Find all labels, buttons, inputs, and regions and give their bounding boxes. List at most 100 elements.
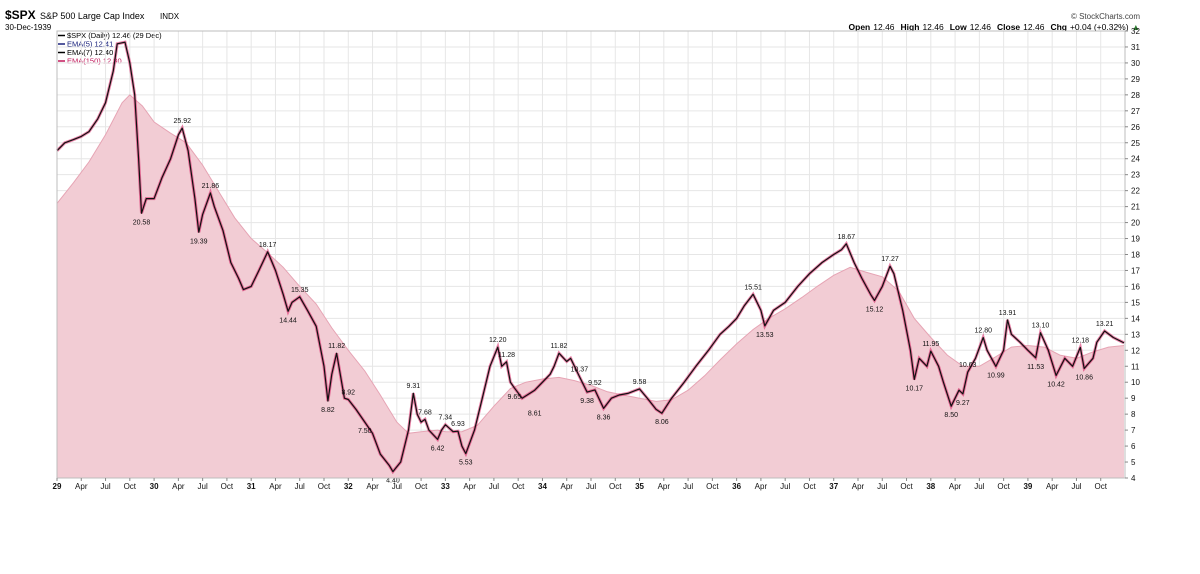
chart-date: 30-Dec-1939 <box>5 23 52 32</box>
x-tick-label: Jul <box>198 482 208 491</box>
data-label: 12.80 <box>974 328 992 335</box>
legend-entry: EMA(7) 12.40 <box>67 48 113 57</box>
x-tick-year: 29 <box>53 482 62 491</box>
y-tick-label: 14 <box>1131 314 1140 323</box>
ohlc-label: High <box>901 22 920 32</box>
x-tick-year: 35 <box>635 482 644 491</box>
x-tick-label: Oct <box>512 482 525 491</box>
y-tick-label: 4 <box>1131 474 1136 483</box>
x-tick-label: Apr <box>561 482 574 491</box>
ohlc-label: Open <box>849 22 871 32</box>
data-label: 15.51 <box>744 284 762 291</box>
y-tick-label: 17 <box>1131 266 1140 275</box>
ohlc-label: Low <box>950 22 967 32</box>
data-label: 11.53 <box>1027 364 1044 371</box>
x-tick-label: Apr <box>269 482 282 491</box>
legend-entry: $SPX (Daily) 12.46 (29 Dec) <box>67 31 162 40</box>
x-tick-label: Jul <box>100 482 110 491</box>
x-tick-label: Oct <box>997 482 1010 491</box>
x-tick-label: Oct <box>124 482 137 491</box>
y-tick-label: 18 <box>1131 251 1140 260</box>
data-label: 10.42 <box>1047 382 1065 389</box>
y-tick-label: 29 <box>1131 75 1140 84</box>
data-label: 13.21 <box>1096 321 1114 328</box>
y-tick-label: 10 <box>1131 378 1140 387</box>
data-label: 8.06 <box>655 419 669 426</box>
data-label: 7.34 <box>439 415 453 422</box>
ohlc-value: 12.46 <box>922 22 944 32</box>
price-labels: 20.58 25.92 19.39 21.86 18.17 14.44 15.35 8.82 1… <box>133 118 1114 485</box>
x-tick-label: Apr <box>463 482 476 491</box>
data-label: 15.12 <box>866 306 884 313</box>
x-tick-year: 39 <box>1023 482 1032 491</box>
data-label: 19.39 <box>190 238 208 245</box>
x-tick-label: Jul <box>1071 482 1081 491</box>
data-label: 5.53 <box>459 460 473 467</box>
data-label: 18.67 <box>838 234 856 241</box>
y-tick-label: 5 <box>1131 458 1136 467</box>
x-tick-label: Apr <box>1046 482 1059 491</box>
y-tick-label: 21 <box>1131 203 1140 212</box>
data-label: 8.50 <box>944 412 958 419</box>
legend-entry: EMA(5) 12.41 <box>67 40 113 49</box>
data-label: 8.92 <box>341 389 355 396</box>
data-label: 9.58 <box>633 379 647 386</box>
x-tick-label: Apr <box>949 482 962 491</box>
y-tick-label: 30 <box>1131 59 1140 68</box>
y-tick-label: 8 <box>1131 410 1136 419</box>
x-tick-label: Apr <box>172 482 185 491</box>
legend-entry: EMA(150) 12.30 <box>67 57 122 66</box>
data-label: 15.35 <box>291 287 309 294</box>
data-label: 12.18 <box>1072 337 1090 344</box>
data-label: 21.86 <box>202 183 220 190</box>
y-tick-label: 25 <box>1131 139 1140 148</box>
data-label: 6.42 <box>431 445 445 452</box>
chart-legend: $SPX (Daily) 12.46 (29 Dec)EMA(5) 12.41E… <box>58 31 162 66</box>
y-tick-label: 26 <box>1131 123 1140 132</box>
x-tick-label: Jul <box>683 482 693 491</box>
data-label: 13.91 <box>999 310 1017 317</box>
x-tick-label: Apr <box>75 482 88 491</box>
x-axis: 29 Apr Jul Oct 30 Apr Jul Oct 31 Apr Jul Oct 32 Apr Ju… <box>53 478 1108 491</box>
ohlc-readout: Open 12.46 High 12.46 Low 12.46 Close 12.46 Chg +… <box>849 22 1140 32</box>
x-tick-label: Jul <box>780 482 790 491</box>
data-label: 11.28 <box>498 352 515 359</box>
y-tick-label: 24 <box>1131 155 1140 164</box>
y-axis: 4 5 6 7 8 9 10 11 12 13 14 15 16 17 18 19 20 21 22 23 24 25 26… <box>1125 27 1140 483</box>
y-tick-label: 9 <box>1131 394 1136 403</box>
data-label: 10.99 <box>987 372 1005 379</box>
y-tick-label: 23 <box>1131 171 1140 180</box>
x-tick-label: Jul <box>392 482 402 491</box>
price-line <box>56 41 1125 473</box>
x-tick-label: Oct <box>609 482 622 491</box>
chg-up-icon: ▲ <box>1132 22 1140 32</box>
y-tick-label: 16 <box>1131 282 1140 291</box>
x-tick-label: Jul <box>489 482 499 491</box>
data-label: 10.37 <box>571 366 589 373</box>
y-tick-label: 20 <box>1131 219 1140 228</box>
data-label: 9.38 <box>580 398 594 405</box>
x-tick-label: Oct <box>221 482 234 491</box>
data-label: 11.95 <box>922 341 939 348</box>
data-label: 4.40 <box>386 478 400 485</box>
brand-watermark: © StockCharts.com <box>1071 12 1140 21</box>
ema150-line <box>56 94 1125 434</box>
x-tick-label: Jul <box>586 482 596 491</box>
x-tick-year: 34 <box>538 482 547 491</box>
data-label: 13.10 <box>1032 323 1050 330</box>
x-tick-label: Oct <box>318 482 331 491</box>
y-tick-label: 12 <box>1131 346 1140 355</box>
data-label: 9.52 <box>588 380 602 387</box>
y-tick-label: 32 <box>1131 27 1140 36</box>
x-tick-year: 33 <box>441 482 450 491</box>
x-tick-year: 32 <box>344 482 353 491</box>
y-tick-label: 27 <box>1131 107 1140 116</box>
data-label: 9.65 <box>507 394 521 401</box>
x-tick-label: Apr <box>658 482 671 491</box>
ohlc-value: +0.04 (+0.32%) <box>1070 22 1129 32</box>
data-label: 10.17 <box>906 386 924 393</box>
x-tick-year: 38 <box>926 482 935 491</box>
x-tick-year: 30 <box>150 482 159 491</box>
chart-symbol: $SPX <box>5 8 36 22</box>
